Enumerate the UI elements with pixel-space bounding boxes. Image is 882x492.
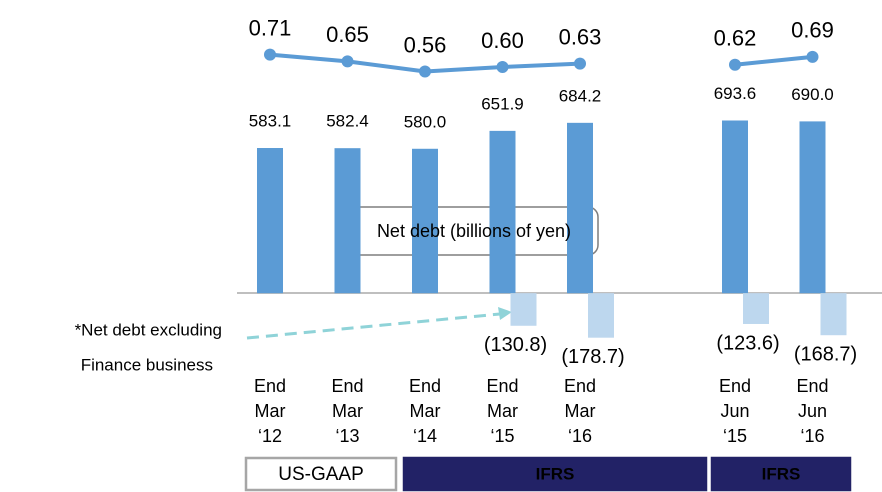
- bar: [722, 120, 748, 294]
- data-label: 684.2: [559, 86, 602, 105]
- x-tick-label: ‘12: [258, 426, 282, 446]
- group-box: [710, 456, 852, 492]
- line-marker: [264, 48, 276, 61]
- line-marker: [419, 65, 431, 78]
- x-tick-label: ‘13: [335, 426, 359, 446]
- bar: [743, 293, 769, 324]
- x-tick-label: End: [254, 376, 286, 396]
- bar: [412, 148, 438, 294]
- group-label: IFRS: [762, 464, 801, 483]
- x-tick-label: ‘15: [723, 426, 747, 446]
- data-label: 0.56: [404, 32, 447, 57]
- data-label: 651.9: [481, 94, 524, 113]
- x-tick-label: End: [796, 376, 828, 396]
- x-tick-label: End: [719, 376, 751, 396]
- x-tick-label: Mar: [565, 401, 596, 421]
- x-tick-label: ‘16: [568, 426, 592, 446]
- group-box: [402, 456, 708, 492]
- x-tick-label: ‘15: [490, 426, 514, 446]
- x-tick-label: ‘16: [800, 426, 824, 446]
- annotation: *Net debt excluding: [75, 320, 222, 339]
- line-marker: [574, 57, 586, 70]
- data-label: 0.60: [481, 28, 524, 53]
- group-box: [244, 456, 398, 492]
- x-tick-label: End: [486, 376, 518, 396]
- group-label: US-GAAP: [278, 464, 364, 485]
- x-tick-label: ‘14: [413, 426, 437, 446]
- x-tick-label: End: [331, 376, 363, 396]
- x-tick-label: End: [564, 376, 596, 396]
- bar: [799, 121, 826, 294]
- data-label: (123.6): [716, 332, 779, 354]
- legend-label: Net debt (billions of yen): [377, 221, 571, 241]
- bar: [334, 148, 361, 294]
- annotation-arrow: [246, 312, 501, 340]
- x-tick-label: End: [409, 376, 441, 396]
- data-label: 0.71: [249, 15, 292, 40]
- bar: [820, 293, 847, 336]
- data-label: 693.6: [714, 84, 757, 103]
- bar: [489, 130, 516, 294]
- x-tick-label: Mar: [332, 401, 363, 421]
- x-tick-label: Mar: [410, 401, 441, 421]
- annotation: Finance business: [81, 355, 213, 374]
- x-tick-label: Jun: [720, 401, 749, 421]
- data-label: 0.65: [326, 22, 369, 47]
- group-label: IFRS: [536, 464, 575, 483]
- line-marker: [729, 58, 741, 71]
- data-label: 583.1: [249, 111, 292, 130]
- arrow-head: [498, 307, 512, 320]
- x-tick-label: Jun: [798, 401, 827, 421]
- data-label: 0.63: [559, 24, 602, 49]
- data-label: 580.0: [404, 112, 447, 131]
- line-marker: [806, 50, 819, 63]
- data-label: (178.7): [561, 346, 624, 368]
- bar: [510, 293, 537, 326]
- data-label: 0.62: [714, 26, 757, 51]
- data-label: 0.69: [791, 18, 834, 43]
- x-tick-label: Mar: [255, 401, 286, 421]
- data-label: 582.4: [326, 112, 369, 131]
- bar: [257, 148, 283, 294]
- bar: [567, 122, 593, 294]
- bar: [588, 293, 614, 338]
- data-label: 690.0: [791, 85, 834, 104]
- line-marker: [341, 55, 354, 68]
- line-marker: [496, 61, 509, 73]
- data-label: (168.7): [794, 343, 857, 365]
- data-label: (130.8): [484, 334, 547, 356]
- x-tick-label: Mar: [487, 401, 518, 421]
